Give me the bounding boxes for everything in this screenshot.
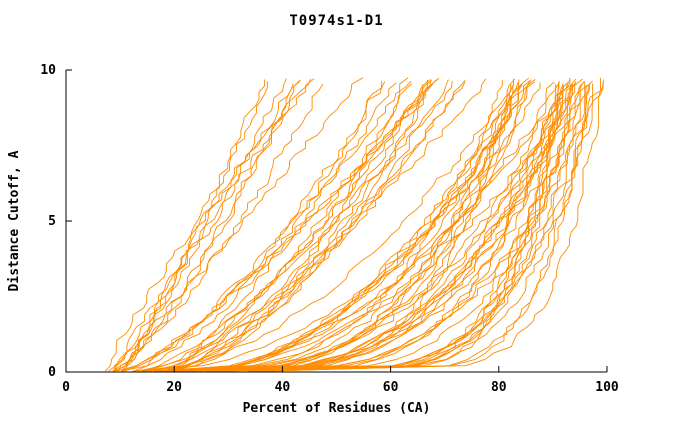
model-curve bbox=[149, 80, 428, 372]
model-curve bbox=[173, 81, 555, 372]
model-curve bbox=[112, 81, 301, 372]
model-curve bbox=[190, 83, 523, 372]
model-curve bbox=[179, 78, 577, 372]
model-curve bbox=[158, 78, 583, 372]
model-curve bbox=[161, 82, 466, 372]
model-curve bbox=[132, 82, 541, 372]
model-curve bbox=[166, 82, 397, 372]
x-tick-label: 60 bbox=[383, 380, 399, 395]
model-curve bbox=[114, 79, 301, 372]
model-curve bbox=[150, 79, 449, 372]
model-curve bbox=[219, 81, 585, 372]
x-axis-label: Percent of Residues (CA) bbox=[243, 401, 431, 416]
model-curve bbox=[174, 84, 564, 372]
model-curve bbox=[112, 84, 324, 372]
model-curve bbox=[212, 78, 515, 372]
model-curve bbox=[211, 84, 582, 372]
model-curve bbox=[167, 80, 531, 372]
model-curve bbox=[247, 82, 604, 372]
model-curve bbox=[227, 81, 560, 372]
model-curve bbox=[169, 82, 569, 372]
model-curve bbox=[160, 78, 431, 372]
model-curve bbox=[170, 77, 409, 372]
model-curve bbox=[221, 83, 594, 372]
model-curve bbox=[113, 78, 287, 372]
y-axis-label: Distance Cutoff, A bbox=[7, 150, 22, 291]
model-curve bbox=[190, 84, 573, 372]
model-curve bbox=[133, 85, 512, 372]
model-curve bbox=[121, 79, 432, 372]
model-curve bbox=[207, 83, 564, 372]
x-tick-label: 0 bbox=[62, 380, 70, 395]
model-curve bbox=[169, 84, 512, 372]
model-curve bbox=[264, 81, 577, 372]
x-tick-label: 100 bbox=[595, 380, 619, 395]
model-curve bbox=[153, 83, 412, 372]
x-tick-label: 20 bbox=[166, 380, 182, 395]
model-curve bbox=[171, 79, 532, 372]
model-curve bbox=[124, 77, 440, 372]
model-curve bbox=[255, 83, 559, 372]
chart-title: T0974s1-D1 bbox=[289, 13, 384, 29]
model-curve bbox=[183, 81, 585, 372]
model-curve bbox=[269, 80, 594, 372]
x-tick-label: 40 bbox=[275, 380, 291, 395]
y-tick-label: 5 bbox=[48, 214, 56, 229]
model-curve bbox=[121, 80, 383, 372]
x-tick-label: 80 bbox=[491, 380, 507, 395]
model-curve bbox=[159, 84, 523, 372]
model-curve bbox=[252, 81, 586, 372]
model-curve bbox=[137, 79, 466, 372]
model-curve bbox=[104, 78, 312, 372]
model-curve bbox=[158, 79, 520, 372]
model-curve bbox=[189, 84, 589, 372]
model-curve bbox=[173, 78, 487, 372]
model-curve bbox=[258, 81, 561, 372]
model-curve bbox=[144, 84, 424, 372]
model-curve bbox=[216, 83, 573, 372]
model-curve bbox=[143, 81, 453, 372]
model-curve bbox=[220, 79, 571, 372]
model-curve bbox=[260, 79, 604, 372]
model-curve bbox=[121, 83, 294, 372]
y-tick-label: 10 bbox=[40, 63, 56, 78]
model-curve bbox=[141, 78, 515, 372]
y-tick-label: 0 bbox=[48, 365, 56, 380]
model-curve bbox=[118, 79, 266, 372]
model-curve bbox=[220, 81, 535, 372]
model-curve bbox=[163, 83, 576, 372]
